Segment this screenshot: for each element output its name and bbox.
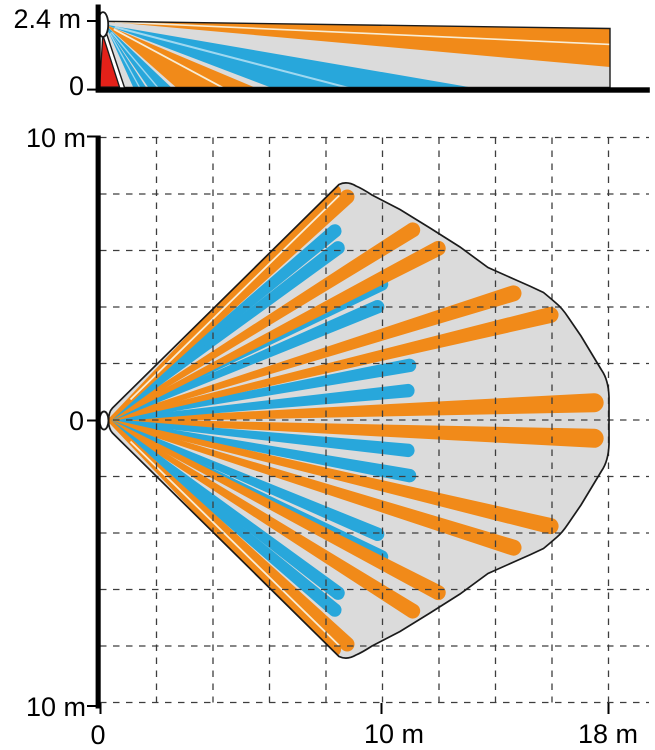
svg-text:10 m: 10 m xyxy=(364,719,424,749)
svg-text:10 m: 10 m xyxy=(26,123,86,153)
svg-text:0: 0 xyxy=(69,71,84,101)
svg-text:18 m: 18 m xyxy=(578,719,638,749)
svg-text:0: 0 xyxy=(69,406,84,436)
svg-text:2.4 m: 2.4 m xyxy=(13,4,81,34)
svg-text:0: 0 xyxy=(90,720,105,750)
svg-text:10 m: 10 m xyxy=(26,692,86,722)
